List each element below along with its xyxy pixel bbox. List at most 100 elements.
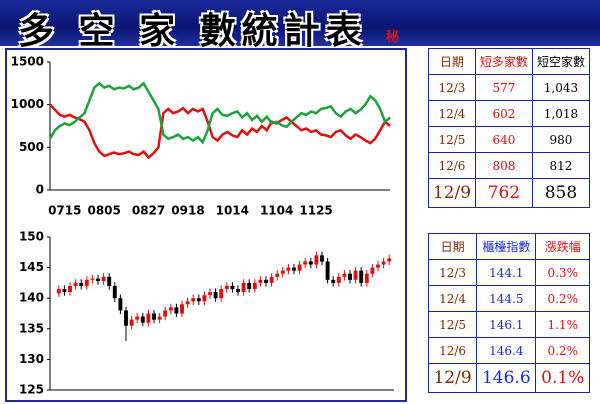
candle-body bbox=[230, 285, 235, 290]
y-tick-label: 140 bbox=[19, 291, 44, 305]
row: 12/3 144.1 0.3% bbox=[427, 259, 590, 286]
candle-body bbox=[96, 278, 100, 282]
cell: 12/9 bbox=[428, 178, 476, 208]
candle-body bbox=[163, 310, 168, 317]
candle-body bbox=[336, 276, 341, 283]
candle-body bbox=[107, 276, 112, 286]
x-tick-label: 0715 bbox=[48, 204, 81, 218]
x-tick-label: 1014 bbox=[216, 204, 249, 218]
x-tick-label: 1104 bbox=[260, 204, 293, 218]
candle-body bbox=[191, 298, 196, 302]
candle-body bbox=[219, 289, 224, 299]
cell: 762 bbox=[474, 178, 533, 208]
y-tick-label: 150 bbox=[19, 230, 44, 244]
candle-body bbox=[381, 261, 386, 265]
cell: 12/4 bbox=[427, 285, 478, 312]
cell: 146.6 bbox=[476, 363, 537, 393]
cell: 0.1% bbox=[535, 363, 590, 393]
x-tick-label: 0918 bbox=[171, 204, 204, 218]
cell: 1.1% bbox=[535, 311, 590, 338]
cell: 0.2% bbox=[535, 337, 590, 364]
candle-body bbox=[135, 316, 140, 320]
row: 12/6 808 812 bbox=[428, 152, 591, 179]
y-tick-label: 500 bbox=[19, 140, 44, 154]
y-tick-label: 135 bbox=[19, 321, 44, 335]
cell: 12/5 bbox=[428, 126, 476, 153]
candle-body bbox=[325, 261, 330, 280]
candle-body bbox=[269, 276, 274, 283]
cell: 12/3 bbox=[427, 259, 478, 286]
candle-body bbox=[247, 282, 252, 290]
column-header: 日期 bbox=[427, 233, 478, 260]
cell: 1,018 bbox=[531, 100, 591, 127]
candle-body bbox=[308, 261, 313, 265]
header-row: 日期 短多家數 短空家數 bbox=[428, 48, 591, 75]
y-tick-label: 0 bbox=[36, 183, 44, 197]
candle-body bbox=[101, 276, 106, 282]
candle-body bbox=[140, 316, 145, 323]
cell: 808 bbox=[474, 152, 533, 179]
x-tick-label: 0827 bbox=[132, 204, 165, 218]
cell: 858 bbox=[531, 178, 591, 208]
row: 12/4 144.5 0.2% bbox=[427, 285, 590, 312]
row: 12/9 762 858 bbox=[428, 178, 591, 208]
candle-body bbox=[292, 267, 296, 271]
banner: 多 空 家 數統計表 秘 bbox=[0, 0, 600, 52]
candle-body bbox=[185, 301, 190, 305]
table: 日期 短多家數 短空家數 12/3 577 1,043 12/4 602 1,018 12/5 64… bbox=[428, 48, 591, 208]
cell: 0.3% bbox=[535, 259, 590, 286]
candle-body bbox=[286, 267, 291, 271]
badge: 秘 bbox=[386, 30, 400, 45]
candle-body bbox=[264, 279, 268, 283]
cell: 146.1 bbox=[476, 311, 537, 338]
candle-body bbox=[364, 273, 369, 283]
candle-body bbox=[387, 258, 392, 262]
row: 12/5 146.1 1.1% bbox=[427, 311, 590, 338]
y-tick-label: 130 bbox=[19, 352, 44, 366]
x-tick-label: 0805 bbox=[87, 204, 120, 218]
candle-body bbox=[124, 310, 128, 326]
candle-body bbox=[79, 282, 84, 286]
column-header: 漲跌幅 bbox=[535, 233, 590, 260]
candle-body bbox=[129, 319, 134, 326]
row: 12/3 577 1,043 bbox=[428, 74, 591, 101]
candle-body bbox=[252, 282, 257, 290]
candle-body bbox=[180, 304, 184, 314]
candle-body bbox=[168, 307, 173, 311]
row: 12/5 640 980 bbox=[428, 126, 591, 153]
candle-body bbox=[174, 307, 179, 314]
y-tick-label: 1500 bbox=[11, 55, 44, 69]
chart-panel bbox=[5, 48, 407, 402]
row: 12/6 146.4 0.2% bbox=[427, 337, 590, 364]
title: 多 空 家 數統計表 bbox=[18, 10, 368, 52]
cell: 12/5 bbox=[427, 311, 478, 338]
candle-body bbox=[241, 282, 246, 293]
candle-body bbox=[56, 289, 61, 294]
cell: 146.4 bbox=[476, 337, 537, 364]
cell: 0.2% bbox=[535, 285, 590, 312]
candle-body bbox=[303, 261, 308, 265]
column-header: 日期 bbox=[428, 48, 476, 75]
candle-body bbox=[202, 295, 207, 302]
candle-body bbox=[112, 285, 117, 299]
cell: 602 bbox=[474, 100, 533, 127]
cell: 12/4 bbox=[428, 100, 476, 127]
candle-body bbox=[73, 282, 78, 286]
table: 日期 櫃檯指數 漲跌幅 12/3 144.1 0.3% 12/4 144.5 0.2% 12/5 1… bbox=[427, 233, 590, 393]
cell: 144.1 bbox=[476, 259, 537, 286]
header-row: 日期 櫃檯指數 漲跌幅 bbox=[427, 233, 590, 260]
cell: 812 bbox=[531, 152, 591, 179]
x-tick-label: 1125 bbox=[299, 204, 332, 218]
candle-body bbox=[348, 273, 352, 280]
candle-body bbox=[342, 273, 347, 277]
cell: 577 bbox=[474, 74, 533, 101]
candle-body bbox=[62, 289, 67, 293]
candle-body bbox=[258, 279, 263, 283]
candle-body bbox=[84, 279, 89, 286]
cell: 144.5 bbox=[476, 285, 537, 312]
candle-body bbox=[208, 292, 212, 296]
candle-body bbox=[297, 264, 302, 271]
y-tick-label: 1000 bbox=[11, 97, 44, 111]
